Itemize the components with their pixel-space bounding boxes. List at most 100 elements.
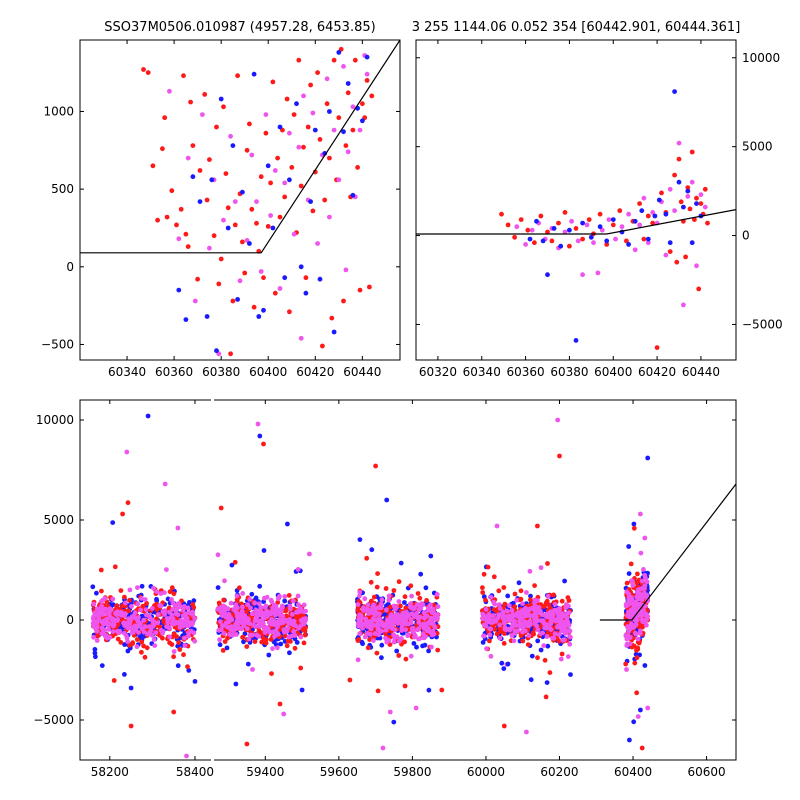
full-data-point <box>141 617 147 623</box>
recent-data-point <box>604 242 610 247</box>
full-data-point <box>107 614 113 620</box>
full-data-point <box>273 603 279 609</box>
full-data-point <box>126 616 131 622</box>
full-data-point <box>428 617 434 623</box>
zoom-data-point <box>141 67 146 72</box>
zoom-data-point <box>183 231 189 237</box>
recent-data-point <box>514 224 520 230</box>
full-data-point <box>424 613 430 619</box>
full-data-point <box>139 639 145 645</box>
full-data-point <box>414 644 419 650</box>
recent-data-point <box>567 227 572 233</box>
zoom-panel-title: SSO37M0506.010987 (4957.28, 6453.85) <box>104 20 375 35</box>
full-data-point <box>408 601 413 607</box>
full-data-point <box>110 629 116 634</box>
full-data-point <box>557 620 563 626</box>
full-data-point <box>177 625 183 630</box>
full-data-point <box>182 643 188 648</box>
full-data-point <box>530 630 536 636</box>
full-data-point <box>515 628 521 634</box>
recent-data-point <box>663 252 669 258</box>
full-data-point <box>220 648 226 653</box>
zoom-data-point <box>204 314 210 319</box>
full-data-point <box>177 647 183 652</box>
full-data-point <box>128 685 134 691</box>
recent-data-point <box>551 226 557 231</box>
full-data-point <box>501 585 507 590</box>
full-data-point <box>155 620 161 626</box>
full-data-point <box>232 559 238 565</box>
recent-data-point <box>626 242 631 247</box>
full-data-point <box>292 636 298 642</box>
full-data-point <box>566 610 572 616</box>
full-data-point <box>535 638 541 644</box>
full-data-point <box>398 560 404 566</box>
zoom-xtick-label: 60420 <box>296 365 334 379</box>
full-data-point <box>505 608 510 614</box>
full-data-point <box>368 579 374 585</box>
recent-data-point <box>694 195 699 201</box>
full-data-point <box>120 511 125 517</box>
full-data-point <box>141 629 147 635</box>
full-data-point <box>555 417 561 423</box>
full-data-point <box>91 634 96 640</box>
full-data-point <box>421 626 427 631</box>
recent-data-point <box>698 201 704 207</box>
full-data-point <box>240 604 245 610</box>
full-data-point <box>241 622 247 628</box>
zoom-data-point <box>360 118 365 124</box>
zoom-data-point <box>240 189 245 195</box>
full-data-point <box>544 680 550 685</box>
full-data-point <box>535 627 541 633</box>
full-data-point <box>520 623 526 628</box>
full-data-point <box>272 634 277 639</box>
full-data-point <box>412 634 417 640</box>
zoom-data-point <box>327 214 332 220</box>
full-data-point <box>487 638 492 644</box>
full-data-point <box>114 618 120 623</box>
full-data-point <box>275 645 280 651</box>
zoom-data-point <box>324 76 330 82</box>
full-data-point <box>248 605 253 611</box>
zoom-data-point <box>207 245 212 251</box>
zoom-data-point <box>263 112 269 117</box>
full-data-point <box>499 660 505 666</box>
zoom-data-point <box>282 194 288 200</box>
full-data-point <box>172 621 178 626</box>
full-data-point <box>169 642 175 647</box>
full-data-point <box>509 633 515 638</box>
full-data-point <box>435 647 441 653</box>
full-data-point <box>426 648 431 654</box>
full-data-point <box>255 618 261 624</box>
recent-data-point <box>595 270 601 276</box>
full-data-point <box>403 627 408 633</box>
recent-axes-frame <box>415 39 737 361</box>
full-data-point <box>644 617 649 622</box>
full-data-point <box>154 589 160 595</box>
recent-data-point <box>580 272 585 278</box>
zoom-data-point <box>275 155 280 161</box>
full-data-point <box>134 637 140 642</box>
full-data-point <box>122 672 127 677</box>
full-data-point <box>497 635 503 641</box>
full-data-point <box>234 597 240 602</box>
full-data-point <box>639 745 645 751</box>
zoom-data-point <box>343 267 349 273</box>
recent-data-point <box>523 242 528 247</box>
full-data-point <box>247 621 253 626</box>
recent-ytick-label: 0 <box>742 229 750 243</box>
full-data-point <box>371 594 377 600</box>
zoom-data-point <box>232 222 238 228</box>
full-data-point <box>225 635 230 641</box>
full-data-point <box>633 630 638 636</box>
full-data-point <box>383 635 388 641</box>
full-data-point <box>235 622 241 628</box>
full-data-point <box>356 618 362 623</box>
full-data-point <box>430 621 436 627</box>
full-data-point <box>379 655 384 661</box>
full-data-point <box>290 598 296 604</box>
full-data-point <box>420 643 425 649</box>
full-data-point <box>384 639 390 645</box>
recent-data-point <box>591 240 596 246</box>
full-data-point <box>275 600 281 605</box>
